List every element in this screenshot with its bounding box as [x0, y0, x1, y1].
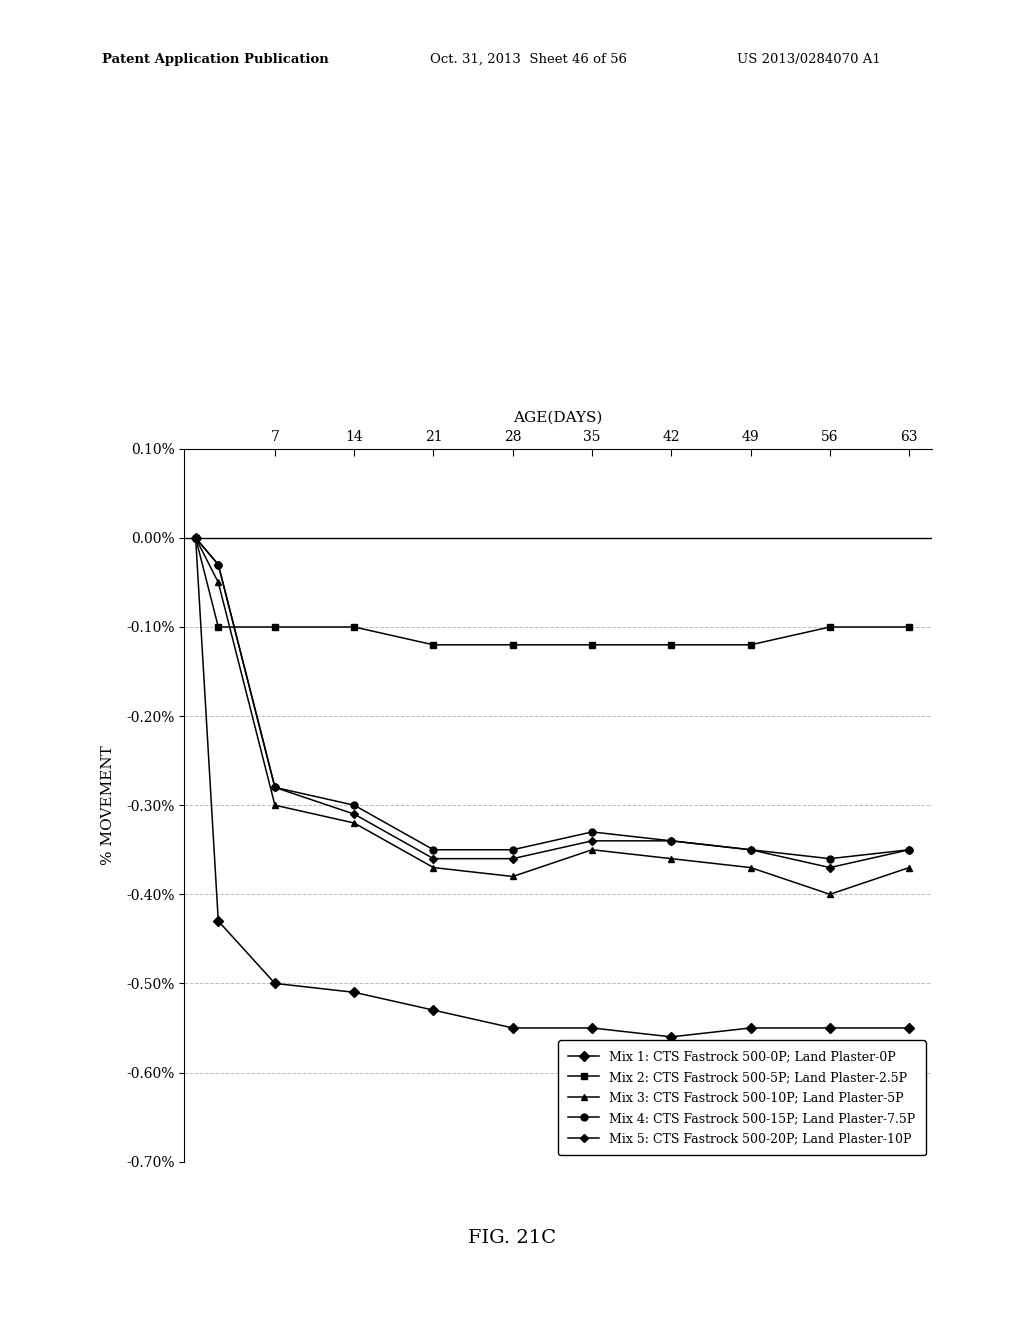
Mix 1: CTS Fastrock 500-0P; Land Plaster-0P: (2, -0.0043): CTS Fastrock 500-0P; Land Plaster-0P: (2…: [212, 913, 224, 929]
Mix 4: CTS Fastrock 500-15P; Land Plaster-7.5P: (14, -0.003): CTS Fastrock 500-15P; Land Plaster-7.5P:…: [348, 797, 360, 813]
Mix 4: CTS Fastrock 500-15P; Land Plaster-7.5P: (0, 0): CTS Fastrock 500-15P; Land Plaster-7.5P:…: [189, 529, 202, 546]
Line: Mix 4: CTS Fastrock 500-15P; Land Plaster-7.5P: Mix 4: CTS Fastrock 500-15P; Land Plaste…: [193, 535, 912, 862]
Mix 2: CTS Fastrock 500-5P; Land Plaster-2.5P: (2, -0.001): CTS Fastrock 500-5P; Land Plaster-2.5P: …: [212, 619, 224, 635]
Mix 3: CTS Fastrock 500-10P; Land Plaster-5P: (42, -0.0036): CTS Fastrock 500-10P; Land Plaster-5P: (…: [666, 851, 678, 867]
Mix 5: CTS Fastrock 500-20P; Land Plaster-10P: (0, 0): CTS Fastrock 500-20P; Land Plaster-10P: …: [189, 529, 202, 546]
Mix 3: CTS Fastrock 500-10P; Land Plaster-5P: (35, -0.0035): CTS Fastrock 500-10P; Land Plaster-5P: (…: [586, 842, 598, 858]
Mix 3: CTS Fastrock 500-10P; Land Plaster-5P: (28, -0.0038): CTS Fastrock 500-10P; Land Plaster-5P: (…: [507, 869, 519, 884]
Mix 2: CTS Fastrock 500-5P; Land Plaster-2.5P: (14, -0.001): CTS Fastrock 500-5P; Land Plaster-2.5P: …: [348, 619, 360, 635]
Mix 5: CTS Fastrock 500-20P; Land Plaster-10P: (56, -0.0037): CTS Fastrock 500-20P; Land Plaster-10P: …: [823, 859, 836, 875]
Mix 2: CTS Fastrock 500-5P; Land Plaster-2.5P: (35, -0.0012): CTS Fastrock 500-5P; Land Plaster-2.5P: …: [586, 636, 598, 652]
Mix 4: CTS Fastrock 500-15P; Land Plaster-7.5P: (21, -0.0035): CTS Fastrock 500-15P; Land Plaster-7.5P:…: [427, 842, 439, 858]
Mix 2: CTS Fastrock 500-5P; Land Plaster-2.5P: (28, -0.0012): CTS Fastrock 500-5P; Land Plaster-2.5P: …: [507, 636, 519, 652]
Mix 3: CTS Fastrock 500-10P; Land Plaster-5P: (0, 0): CTS Fastrock 500-10P; Land Plaster-5P: (…: [189, 529, 202, 546]
Text: US 2013/0284070 A1: US 2013/0284070 A1: [737, 53, 881, 66]
Text: Oct. 31, 2013  Sheet 46 of 56: Oct. 31, 2013 Sheet 46 of 56: [430, 53, 627, 66]
Mix 1: CTS Fastrock 500-0P; Land Plaster-0P: (14, -0.0051): CTS Fastrock 500-0P; Land Plaster-0P: (1…: [348, 985, 360, 1001]
Line: Mix 1: CTS Fastrock 500-0P; Land Plaster-0P: Mix 1: CTS Fastrock 500-0P; Land Plaster…: [193, 535, 912, 1040]
Mix 4: CTS Fastrock 500-15P; Land Plaster-7.5P: (49, -0.0035): CTS Fastrock 500-15P; Land Plaster-7.5P:…: [744, 842, 757, 858]
Mix 5: CTS Fastrock 500-20P; Land Plaster-10P: (2, -0.0003): CTS Fastrock 500-20P; Land Plaster-10P: …: [212, 557, 224, 573]
Mix 5: CTS Fastrock 500-20P; Land Plaster-10P: (14, -0.0031): CTS Fastrock 500-20P; Land Plaster-10P: …: [348, 807, 360, 822]
Mix 5: CTS Fastrock 500-20P; Land Plaster-10P: (28, -0.0036): CTS Fastrock 500-20P; Land Plaster-10P: …: [507, 851, 519, 867]
Mix 1: CTS Fastrock 500-0P; Land Plaster-0P: (49, -0.0055): CTS Fastrock 500-0P; Land Plaster-0P: (4…: [744, 1020, 757, 1036]
Mix 5: CTS Fastrock 500-20P; Land Plaster-10P: (49, -0.0035): CTS Fastrock 500-20P; Land Plaster-10P: …: [744, 842, 757, 858]
Mix 2: CTS Fastrock 500-5P; Land Plaster-2.5P: (21, -0.0012): CTS Fastrock 500-5P; Land Plaster-2.5P: …: [427, 636, 439, 652]
Mix 2: CTS Fastrock 500-5P; Land Plaster-2.5P: (7, -0.001): CTS Fastrock 500-5P; Land Plaster-2.5P: …: [268, 619, 281, 635]
Mix 4: CTS Fastrock 500-15P; Land Plaster-7.5P: (2, -0.0003): CTS Fastrock 500-15P; Land Plaster-7.5P:…: [212, 557, 224, 573]
Legend: Mix 1: CTS Fastrock 500-0P; Land Plaster-0P, Mix 2: CTS Fastrock 500-5P; Land Pl: Mix 1: CTS Fastrock 500-0P; Land Plaster…: [558, 1040, 926, 1155]
Mix 3: CTS Fastrock 500-10P; Land Plaster-5P: (63, -0.0037): CTS Fastrock 500-10P; Land Plaster-5P: (…: [903, 859, 915, 875]
Line: Mix 3: CTS Fastrock 500-10P; Land Plaster-5P: Mix 3: CTS Fastrock 500-10P; Land Plaste…: [193, 535, 912, 898]
Mix 5: CTS Fastrock 500-20P; Land Plaster-10P: (42, -0.0034): CTS Fastrock 500-20P; Land Plaster-10P: …: [666, 833, 678, 849]
Mix 2: CTS Fastrock 500-5P; Land Plaster-2.5P: (49, -0.0012): CTS Fastrock 500-5P; Land Plaster-2.5P: …: [744, 636, 757, 652]
Mix 1: CTS Fastrock 500-0P; Land Plaster-0P: (7, -0.005): CTS Fastrock 500-0P; Land Plaster-0P: (7…: [268, 975, 281, 991]
Mix 1: CTS Fastrock 500-0P; Land Plaster-0P: (0, 0): CTS Fastrock 500-0P; Land Plaster-0P: (0…: [189, 529, 202, 546]
Mix 2: CTS Fastrock 500-5P; Land Plaster-2.5P: (56, -0.001): CTS Fastrock 500-5P; Land Plaster-2.5P: …: [823, 619, 836, 635]
Mix 4: CTS Fastrock 500-15P; Land Plaster-7.5P: (28, -0.0035): CTS Fastrock 500-15P; Land Plaster-7.5P:…: [507, 842, 519, 858]
Mix 3: CTS Fastrock 500-10P; Land Plaster-5P: (14, -0.0032): CTS Fastrock 500-10P; Land Plaster-5P: (…: [348, 816, 360, 832]
Mix 1: CTS Fastrock 500-0P; Land Plaster-0P: (28, -0.0055): CTS Fastrock 500-0P; Land Plaster-0P: (2…: [507, 1020, 519, 1036]
Mix 3: CTS Fastrock 500-10P; Land Plaster-5P: (49, -0.0037): CTS Fastrock 500-10P; Land Plaster-5P: (…: [744, 859, 757, 875]
Mix 1: CTS Fastrock 500-0P; Land Plaster-0P: (42, -0.0056): CTS Fastrock 500-0P; Land Plaster-0P: (4…: [666, 1030, 678, 1045]
Mix 1: CTS Fastrock 500-0P; Land Plaster-0P: (63, -0.0055): CTS Fastrock 500-0P; Land Plaster-0P: (6…: [903, 1020, 915, 1036]
Mix 3: CTS Fastrock 500-10P; Land Plaster-5P: (56, -0.004): CTS Fastrock 500-10P; Land Plaster-5P: (…: [823, 887, 836, 903]
Mix 3: CTS Fastrock 500-10P; Land Plaster-5P: (21, -0.0037): CTS Fastrock 500-10P; Land Plaster-5P: (…: [427, 859, 439, 875]
Mix 5: CTS Fastrock 500-20P; Land Plaster-10P: (21, -0.0036): CTS Fastrock 500-20P; Land Plaster-10P: …: [427, 851, 439, 867]
X-axis label: AGE(DAYS): AGE(DAYS): [513, 411, 603, 425]
Mix 3: CTS Fastrock 500-10P; Land Plaster-5P: (7, -0.003): CTS Fastrock 500-10P; Land Plaster-5P: (…: [268, 797, 281, 813]
Text: Patent Application Publication: Patent Application Publication: [102, 53, 329, 66]
Y-axis label: % MOVEMENT: % MOVEMENT: [101, 746, 115, 865]
Mix 4: CTS Fastrock 500-15P; Land Plaster-7.5P: (7, -0.0028): CTS Fastrock 500-15P; Land Plaster-7.5P:…: [268, 779, 281, 795]
Mix 5: CTS Fastrock 500-20P; Land Plaster-10P: (7, -0.0028): CTS Fastrock 500-20P; Land Plaster-10P: …: [268, 779, 281, 795]
Mix 2: CTS Fastrock 500-5P; Land Plaster-2.5P: (42, -0.0012): CTS Fastrock 500-5P; Land Plaster-2.5P: …: [666, 636, 678, 652]
Text: FIG. 21C: FIG. 21C: [468, 1229, 556, 1247]
Mix 1: CTS Fastrock 500-0P; Land Plaster-0P: (56, -0.0055): CTS Fastrock 500-0P; Land Plaster-0P: (5…: [823, 1020, 836, 1036]
Mix 4: CTS Fastrock 500-15P; Land Plaster-7.5P: (63, -0.0035): CTS Fastrock 500-15P; Land Plaster-7.5P:…: [903, 842, 915, 858]
Mix 5: CTS Fastrock 500-20P; Land Plaster-10P: (35, -0.0034): CTS Fastrock 500-20P; Land Plaster-10P: …: [586, 833, 598, 849]
Mix 4: CTS Fastrock 500-15P; Land Plaster-7.5P: (56, -0.0036): CTS Fastrock 500-15P; Land Plaster-7.5P:…: [823, 851, 836, 867]
Mix 1: CTS Fastrock 500-0P; Land Plaster-0P: (21, -0.0053): CTS Fastrock 500-0P; Land Plaster-0P: (2…: [427, 1002, 439, 1018]
Line: Mix 5: CTS Fastrock 500-20P; Land Plaster-10P: Mix 5: CTS Fastrock 500-20P; Land Plaste…: [193, 535, 912, 870]
Mix 5: CTS Fastrock 500-20P; Land Plaster-10P: (63, -0.0035): CTS Fastrock 500-20P; Land Plaster-10P: …: [903, 842, 915, 858]
Mix 4: CTS Fastrock 500-15P; Land Plaster-7.5P: (42, -0.0034): CTS Fastrock 500-15P; Land Plaster-7.5P:…: [666, 833, 678, 849]
Mix 1: CTS Fastrock 500-0P; Land Plaster-0P: (35, -0.0055): CTS Fastrock 500-0P; Land Plaster-0P: (3…: [586, 1020, 598, 1036]
Line: Mix 2: CTS Fastrock 500-5P; Land Plaster-2.5P: Mix 2: CTS Fastrock 500-5P; Land Plaster…: [193, 535, 912, 648]
Mix 4: CTS Fastrock 500-15P; Land Plaster-7.5P: (35, -0.0033): CTS Fastrock 500-15P; Land Plaster-7.5P:…: [586, 824, 598, 840]
Mix 2: CTS Fastrock 500-5P; Land Plaster-2.5P: (63, -0.001): CTS Fastrock 500-5P; Land Plaster-2.5P: …: [903, 619, 915, 635]
Mix 2: CTS Fastrock 500-5P; Land Plaster-2.5P: (0, 0): CTS Fastrock 500-5P; Land Plaster-2.5P: …: [189, 529, 202, 546]
Mix 3: CTS Fastrock 500-10P; Land Plaster-5P: (2, -0.0005): CTS Fastrock 500-10P; Land Plaster-5P: (…: [212, 574, 224, 590]
